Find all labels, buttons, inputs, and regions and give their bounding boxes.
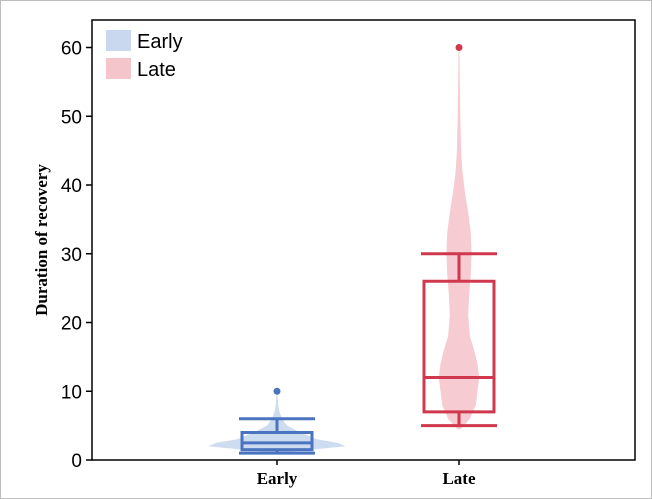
legend-label-late: Late xyxy=(137,59,176,81)
plot-area xyxy=(208,44,497,455)
outlier-point-late xyxy=(455,44,463,51)
box-early xyxy=(240,431,314,452)
y-tick-label: 30 xyxy=(61,245,82,266)
y-tick-label: 60 xyxy=(61,39,82,60)
outlier-point-early xyxy=(273,387,281,395)
y-axis-title: Duration of recovery xyxy=(32,164,51,316)
legend: Early Late xyxy=(106,30,183,81)
y-tick-label: 10 xyxy=(61,382,82,403)
x-tick-label: Early xyxy=(257,469,298,488)
legend-swatch-late xyxy=(106,58,131,79)
y-tick-label: 40 xyxy=(61,176,82,197)
plot-frame xyxy=(91,19,636,461)
y-tick-label: 0 xyxy=(71,451,82,472)
y-tick-label: 50 xyxy=(61,107,82,128)
box-late xyxy=(422,279,496,414)
y-axis: 0 10 20 30 40 50 60 xyxy=(61,39,92,472)
y-tick-label: 20 xyxy=(61,314,82,335)
x-tick-label: Late xyxy=(442,469,476,488)
violin-late xyxy=(438,47,480,430)
x-axis: Early Late xyxy=(257,460,476,488)
legend-label-early: Early xyxy=(137,31,183,53)
legend-swatch-early xyxy=(106,30,131,51)
